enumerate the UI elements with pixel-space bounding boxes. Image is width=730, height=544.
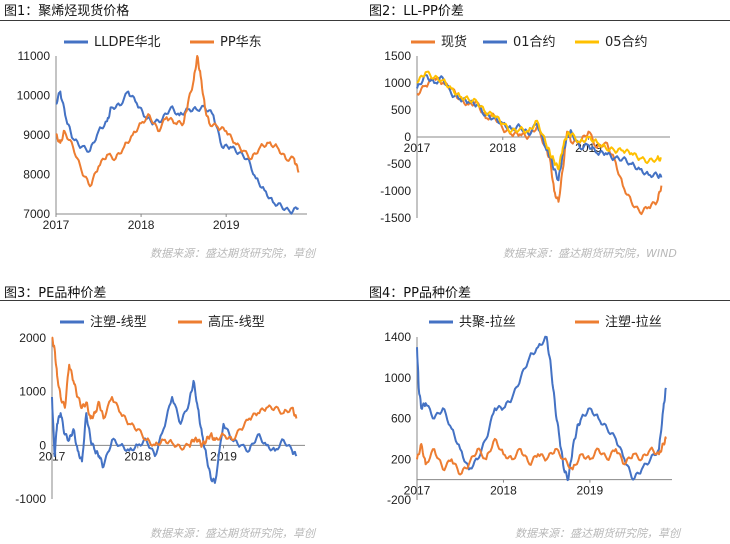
x-tick-label: 2019 bbox=[577, 484, 604, 498]
y-tick-label: 10000 bbox=[17, 89, 51, 103]
y-tick-label: 0 bbox=[39, 438, 46, 452]
y-tick-label: 9000 bbox=[23, 128, 50, 142]
source-note: 数据来源：盛达期货研究院，草创 bbox=[515, 527, 680, 540]
divider bbox=[365, 20, 730, 21]
y-tick-label: -200 bbox=[387, 493, 411, 507]
y-tick-label: 7000 bbox=[23, 207, 50, 221]
series-line-2 bbox=[51, 336, 298, 451]
legend-label: LLDPE华北 bbox=[94, 35, 161, 50]
chart-3-plot: -1000 0 1000 2000 2017 2018 2019 注塑-线型 高压-线型 bbox=[15, 314, 305, 506]
legend-label: PP华东 bbox=[220, 35, 262, 50]
series-line-2 bbox=[55, 55, 300, 188]
chart-panel-2: 图2：LL-PP价差 -1500 -1000 -500 0 500 1000 1500 201… bbox=[365, 0, 730, 272]
divider bbox=[365, 300, 730, 301]
y-tick-label: -1500 bbox=[380, 211, 411, 225]
source-note: 数据来源：盛达期货研究院，WIND bbox=[503, 247, 677, 260]
series-line-1 bbox=[55, 90, 300, 215]
y-tick-label: 600 bbox=[391, 412, 411, 426]
source-note: 数据来源：盛达期货研究院，草创 bbox=[150, 247, 315, 260]
y-tick-label: 1000 bbox=[19, 385, 46, 399]
legend-label: 01合约 bbox=[513, 35, 556, 50]
chart-title: 图2：LL-PP价差 bbox=[369, 4, 464, 19]
y-tick-label: 1000 bbox=[384, 371, 411, 385]
y-tick-label: 200 bbox=[391, 452, 411, 466]
y-tick-label: -1000 bbox=[380, 184, 411, 198]
legend-label: 注塑-拉丝 bbox=[605, 315, 662, 330]
divider bbox=[0, 20, 365, 21]
y-tick-label: 2000 bbox=[19, 331, 46, 345]
series-line-1 bbox=[51, 379, 298, 484]
y-tick-label: 1000 bbox=[384, 76, 411, 90]
chart-title: 图1：聚烯烃现货价格 bbox=[4, 4, 130, 19]
chart-1-plot: 7000 8000 9000 10000 11000 2017 2018 2019 LLDPE华… bbox=[17, 35, 307, 232]
y-tick-label: 0 bbox=[404, 130, 411, 144]
y-tick-label: 500 bbox=[391, 103, 411, 117]
chart-title: 图3：PE品种价差 bbox=[4, 286, 107, 301]
legend-label: 共聚-拉丝 bbox=[459, 315, 516, 330]
x-tick-label: 2017 bbox=[404, 141, 431, 155]
divider bbox=[0, 300, 365, 301]
legend-label: 05合约 bbox=[605, 35, 648, 50]
y-tick-label: 11000 bbox=[18, 49, 51, 63]
y-tick-label: 1400 bbox=[384, 330, 411, 344]
x-tick-label: 2019 bbox=[213, 218, 240, 232]
x-tick-label: 2019 bbox=[210, 449, 237, 463]
y-tick-label: 1500 bbox=[384, 49, 411, 63]
x-tick-label: 2018 bbox=[124, 449, 151, 463]
chart-panel-1: 图1：聚烯烃现货价格 7000 8000 9000 10000 11000 2017 201… bbox=[0, 0, 365, 272]
chart-panel-3: 图3：PE品种价差 -1000 0 1000 2000 2017 2018 2019 注塑-线… bbox=[0, 272, 365, 544]
chart-4-plot: -200 200 600 1000 1400 2017 2018 2019 共聚-拉丝 注塑-拉丝 bbox=[384, 315, 672, 507]
legend-label: 高压-线型 bbox=[208, 314, 265, 330]
x-tick-label: 2017 bbox=[404, 484, 431, 498]
x-tick-label: 2018 bbox=[489, 141, 516, 155]
chart-panel-4: 图4：PP品种价差 -200 200 600 1000 1400 2017 2018 2019… bbox=[365, 272, 730, 544]
series-line-1 bbox=[416, 76, 663, 216]
y-tick-label: -500 bbox=[387, 157, 411, 171]
legend-label: 注塑-线型 bbox=[90, 315, 147, 330]
chart-title: 图4：PP品种价差 bbox=[369, 286, 471, 301]
legend-label: 现货 bbox=[441, 34, 467, 50]
y-tick-label: 8000 bbox=[23, 168, 50, 182]
series-line-2 bbox=[416, 436, 667, 476]
y-tick-label: -1000 bbox=[15, 492, 46, 506]
series-line-3 bbox=[416, 70, 662, 171]
series-line-1 bbox=[416, 335, 667, 482]
source-note: 数据来源：盛达期货研究院，草创 bbox=[150, 527, 315, 540]
x-tick-label: 2017 bbox=[39, 449, 66, 463]
x-tick-label: 2018 bbox=[490, 484, 517, 498]
x-tick-label: 2018 bbox=[128, 218, 155, 232]
x-tick-label: 2017 bbox=[43, 218, 70, 232]
